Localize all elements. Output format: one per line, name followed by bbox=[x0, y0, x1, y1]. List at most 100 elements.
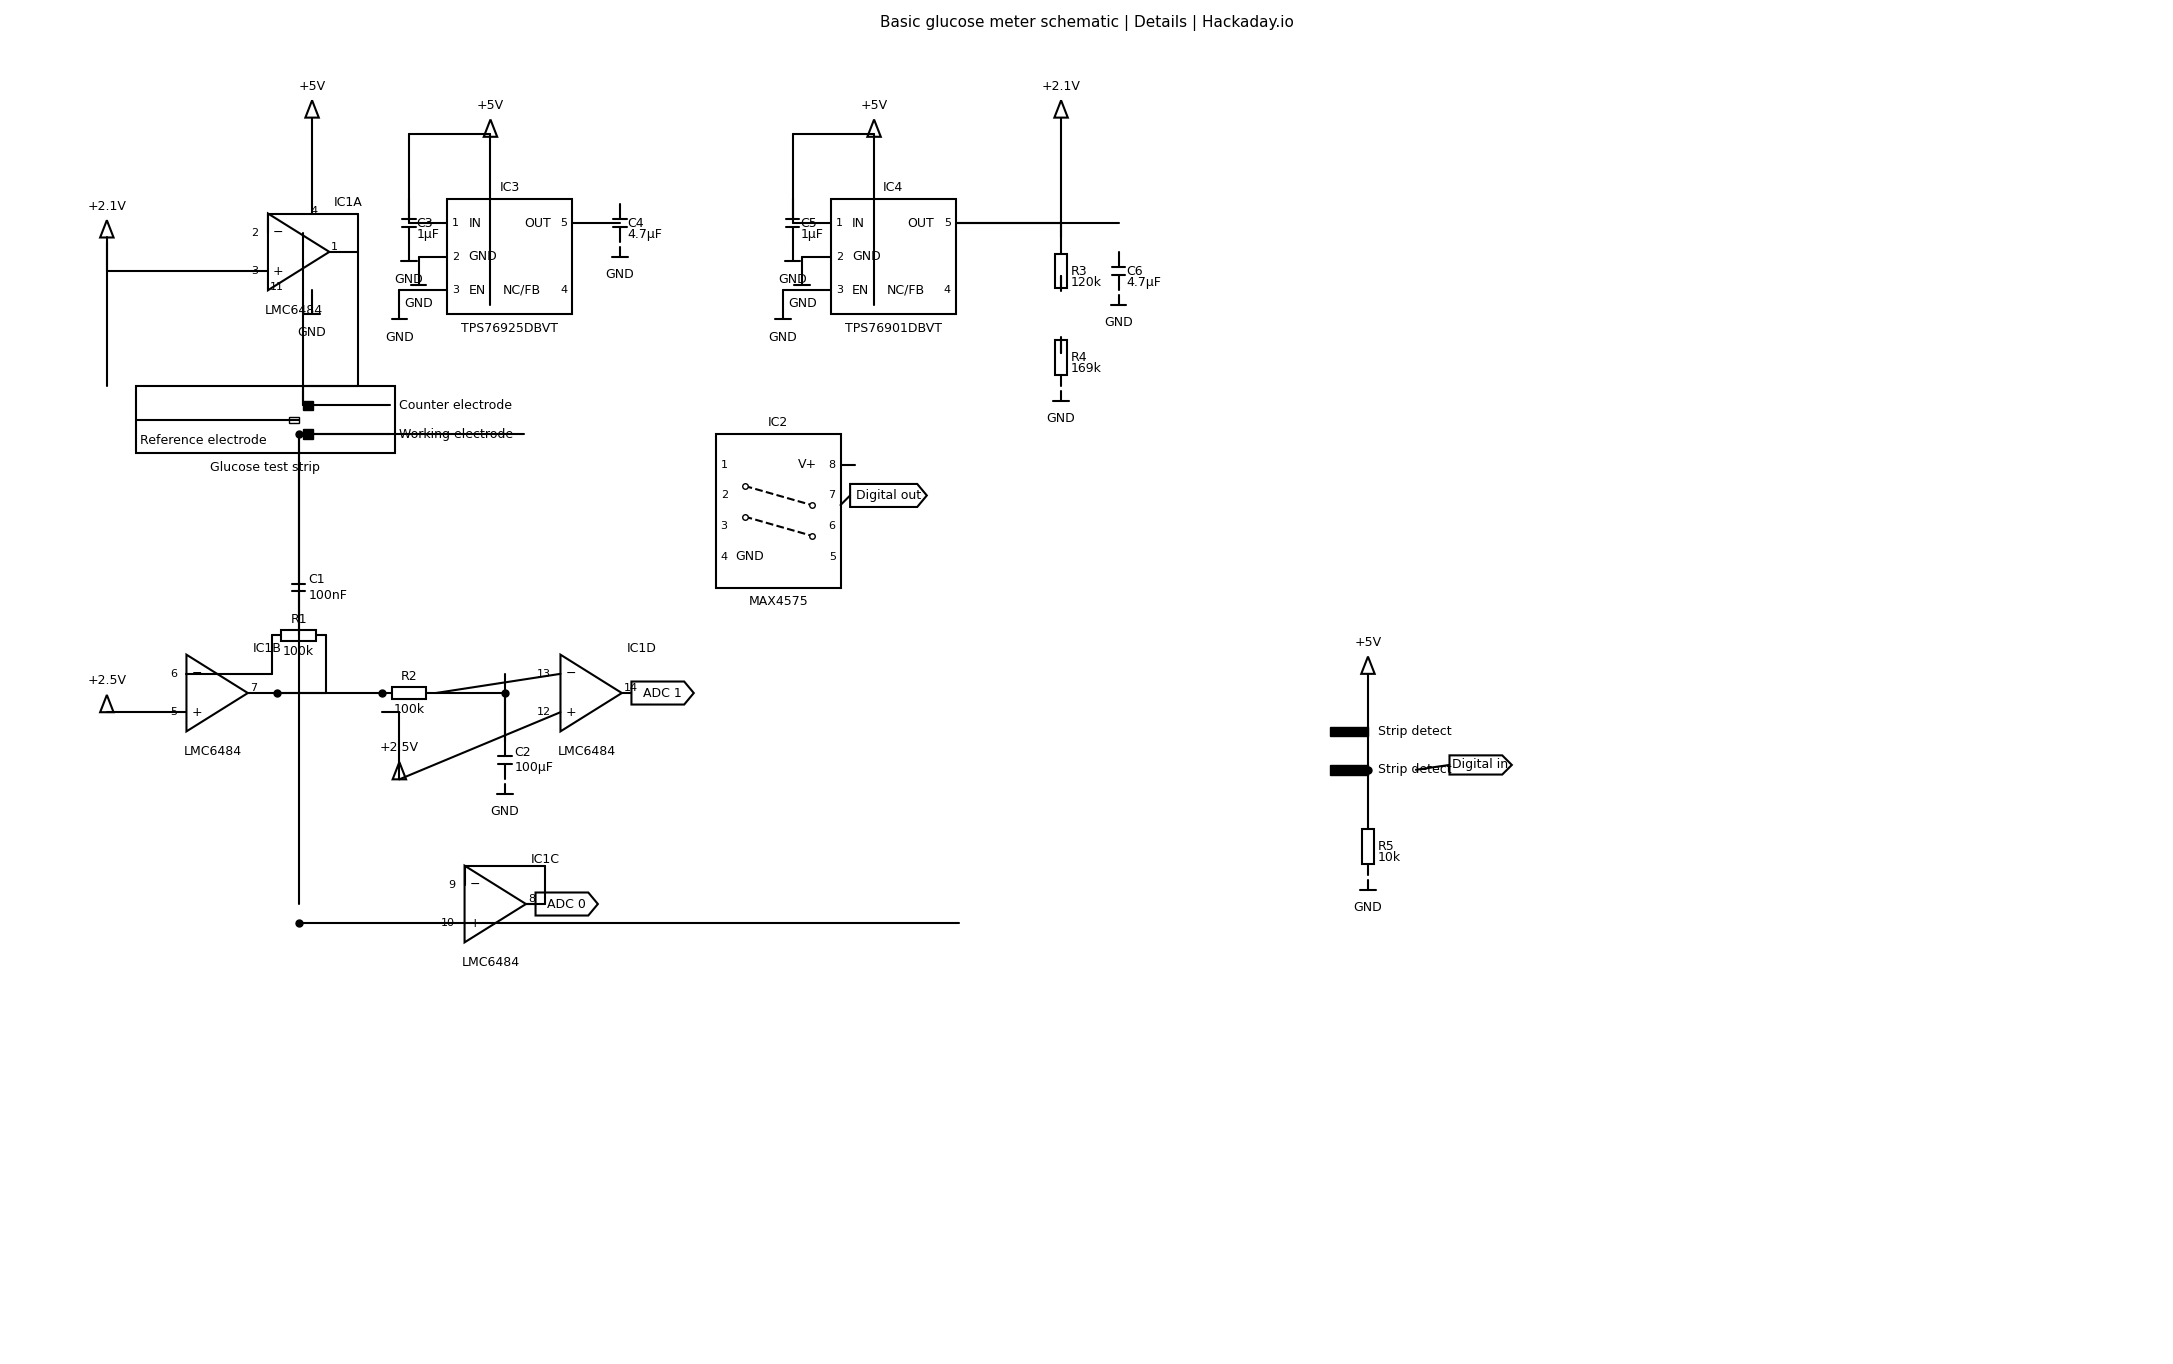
Text: 1: 1 bbox=[721, 460, 728, 469]
Text: IC1A: IC1A bbox=[335, 195, 363, 209]
Bar bbox=[304, 401, 313, 411]
Text: 4: 4 bbox=[311, 206, 317, 216]
Text: 100k: 100k bbox=[282, 645, 315, 657]
Text: 120k: 120k bbox=[1071, 276, 1102, 289]
Text: GND: GND bbox=[395, 273, 424, 286]
Text: GND: GND bbox=[298, 326, 326, 338]
Text: −: − bbox=[469, 878, 480, 891]
Text: 2: 2 bbox=[252, 228, 259, 237]
Text: LMC6484: LMC6484 bbox=[556, 745, 615, 758]
Text: +5V: +5V bbox=[298, 79, 326, 93]
Bar bbox=[304, 430, 313, 439]
Text: GND: GND bbox=[606, 269, 635, 281]
Text: V+: V+ bbox=[797, 458, 817, 472]
Text: ADC 1: ADC 1 bbox=[643, 686, 682, 700]
Text: GND: GND bbox=[1047, 412, 1076, 426]
Text: C5: C5 bbox=[800, 217, 817, 229]
Text: Reference electrode: Reference electrode bbox=[141, 434, 267, 447]
Text: R1: R1 bbox=[291, 612, 306, 626]
Text: 100k: 100k bbox=[393, 702, 424, 716]
Text: +2.5V: +2.5V bbox=[380, 742, 419, 754]
Text: −: − bbox=[274, 226, 282, 239]
Bar bbox=[1362, 829, 1373, 863]
Text: GND: GND bbox=[491, 805, 519, 818]
Text: GND: GND bbox=[778, 273, 806, 286]
Text: −: − bbox=[565, 667, 576, 681]
Text: 5: 5 bbox=[169, 707, 176, 717]
Bar bbox=[1056, 254, 1067, 288]
Text: 4.7μF: 4.7μF bbox=[1126, 276, 1160, 289]
Text: IN: IN bbox=[469, 217, 482, 229]
Text: IC3: IC3 bbox=[500, 181, 519, 194]
Title: Basic glucose meter schematic | Details | Hackaday.io: Basic glucose meter schematic | Details … bbox=[880, 15, 1293, 31]
Bar bbox=[280, 630, 315, 641]
Text: ADC 0: ADC 0 bbox=[548, 898, 587, 911]
Text: EN: EN bbox=[469, 284, 485, 297]
Text: 7: 7 bbox=[250, 683, 256, 693]
Bar bbox=[1056, 340, 1067, 375]
Text: Working electrode: Working electrode bbox=[400, 427, 513, 441]
Bar bbox=[289, 417, 298, 423]
Text: IN: IN bbox=[852, 217, 865, 229]
Text: GND: GND bbox=[852, 250, 880, 263]
Text: 9: 9 bbox=[448, 880, 454, 889]
Text: C1: C1 bbox=[309, 573, 326, 587]
Text: +2.5V: +2.5V bbox=[87, 674, 126, 687]
Text: GND: GND bbox=[404, 297, 432, 310]
Text: Digital out: Digital out bbox=[856, 488, 921, 502]
Text: Glucose test strip: Glucose test strip bbox=[211, 461, 319, 473]
Text: C4: C4 bbox=[628, 217, 643, 229]
Text: 3: 3 bbox=[452, 285, 459, 295]
Text: NC/FB: NC/FB bbox=[504, 284, 541, 297]
Text: 3: 3 bbox=[721, 521, 728, 531]
Bar bbox=[1330, 765, 1369, 775]
Text: +5V: +5V bbox=[476, 98, 504, 112]
Text: R5: R5 bbox=[1378, 840, 1395, 852]
Text: 100nF: 100nF bbox=[309, 589, 348, 602]
Text: Digital in: Digital in bbox=[1452, 758, 1508, 772]
Text: TPS76901DBVT: TPS76901DBVT bbox=[845, 322, 941, 336]
Text: MAX4575: MAX4575 bbox=[748, 595, 808, 608]
Text: 8: 8 bbox=[528, 895, 535, 904]
Text: C6: C6 bbox=[1126, 265, 1143, 277]
Text: 4: 4 bbox=[943, 285, 952, 295]
Text: 7: 7 bbox=[828, 491, 837, 501]
Text: 12: 12 bbox=[537, 707, 552, 717]
Text: LMC6484: LMC6484 bbox=[461, 956, 519, 968]
Text: GND: GND bbox=[385, 330, 413, 344]
Text: 5: 5 bbox=[943, 218, 952, 228]
Text: 10k: 10k bbox=[1378, 851, 1402, 865]
Text: IC4: IC4 bbox=[882, 181, 904, 194]
Text: +: + bbox=[469, 917, 480, 930]
Text: R2: R2 bbox=[400, 671, 417, 683]
Text: 2: 2 bbox=[721, 491, 728, 501]
Bar bbox=[391, 687, 426, 698]
Text: 6: 6 bbox=[828, 521, 837, 531]
Text: +: + bbox=[191, 705, 202, 719]
Text: 1μF: 1μF bbox=[800, 228, 824, 241]
Text: LMC6484: LMC6484 bbox=[183, 745, 241, 758]
Text: 4: 4 bbox=[561, 285, 567, 295]
Text: IC2: IC2 bbox=[767, 416, 789, 430]
Text: Strip detect: Strip detect bbox=[1378, 764, 1452, 776]
Text: GND: GND bbox=[734, 550, 763, 563]
Text: LMC6484: LMC6484 bbox=[265, 304, 324, 316]
Text: OUT: OUT bbox=[908, 217, 934, 229]
Text: IC1C: IC1C bbox=[530, 852, 561, 866]
Text: 169k: 169k bbox=[1071, 363, 1102, 375]
Text: 6: 6 bbox=[169, 668, 176, 679]
Bar bbox=[1330, 727, 1369, 737]
Text: 8: 8 bbox=[828, 460, 837, 469]
Bar bbox=[715, 434, 841, 588]
Bar bbox=[448, 199, 571, 314]
Text: 3: 3 bbox=[252, 266, 259, 276]
Text: 1μF: 1μF bbox=[417, 228, 439, 241]
Text: IC1D: IC1D bbox=[626, 641, 656, 655]
Text: 1: 1 bbox=[837, 218, 843, 228]
Text: 10: 10 bbox=[441, 918, 454, 928]
Bar bbox=[135, 386, 395, 453]
Text: +2.1V: +2.1V bbox=[87, 199, 126, 213]
Text: 1: 1 bbox=[330, 241, 339, 252]
Text: 3: 3 bbox=[837, 285, 843, 295]
Text: 5: 5 bbox=[828, 552, 837, 562]
